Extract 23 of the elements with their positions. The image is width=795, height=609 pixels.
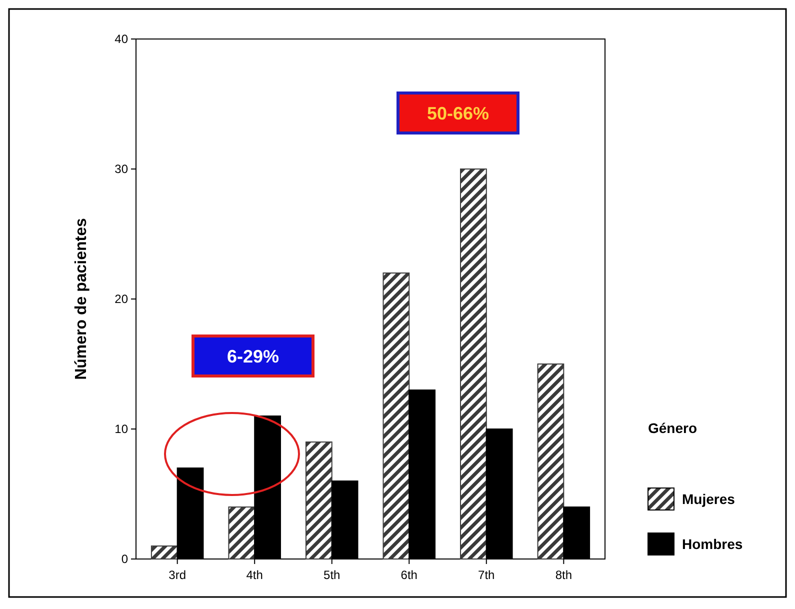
- y-tick-label: 30: [114, 162, 128, 176]
- y-tick-label: 20: [114, 292, 128, 306]
- y-tick-label: 0: [121, 552, 128, 566]
- x-tick-label: 4th: [246, 568, 263, 582]
- bar: [460, 168, 487, 560]
- x-tick-label: 8th: [555, 568, 572, 582]
- y-tick-label: 40: [114, 32, 128, 46]
- y-axis-title: Número de pacientes: [73, 218, 90, 380]
- bar: [228, 506, 256, 560]
- bar: [150, 546, 178, 560]
- legend-title: Género: [648, 420, 698, 436]
- bar: [305, 442, 332, 560]
- bar: [537, 364, 564, 560]
- bar: [382, 272, 410, 560]
- annotation: 6-29%: [226, 346, 280, 366]
- x-tick-label: 7th: [478, 568, 495, 582]
- x-tick-label: 6th: [400, 568, 418, 582]
- legend-label: Mujeres: [682, 490, 736, 507]
- legend-label: Hombres: [682, 536, 743, 552]
- x-tick-label: 5th: [324, 568, 340, 582]
- annotation: 50-66%: [426, 103, 490, 124]
- x-tick-label: 3rd: [168, 568, 186, 582]
- y-tick-label: 10: [114, 422, 128, 436]
